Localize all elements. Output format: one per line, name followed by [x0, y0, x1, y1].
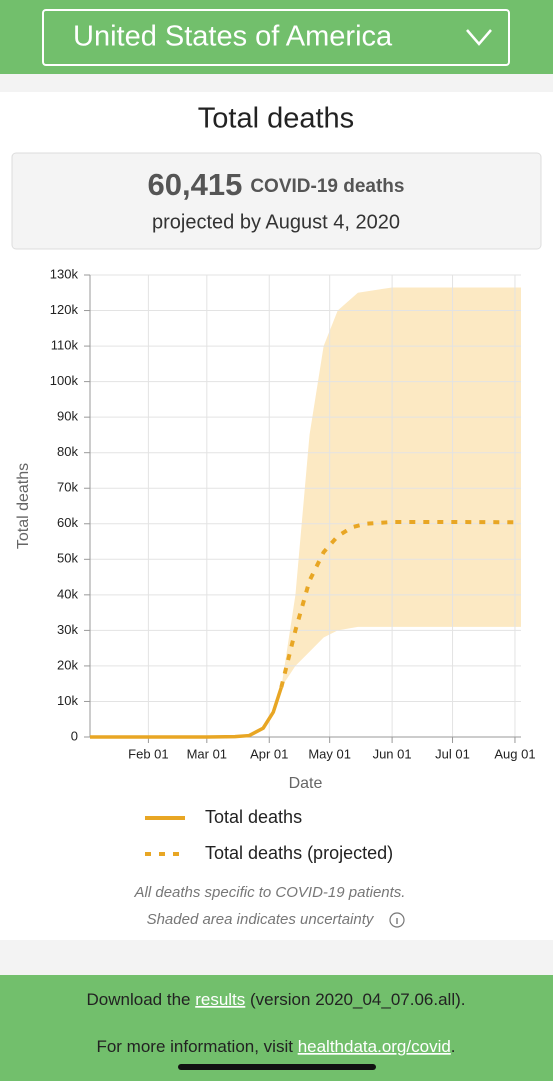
y-tick-label: 130k	[50, 266, 79, 281]
y-axis-label: Total deaths	[15, 463, 32, 549]
results-link[interactable]: results	[195, 990, 245, 1009]
x-axis-label: Date	[289, 775, 323, 792]
y-tick-label: 0	[71, 728, 78, 743]
x-tick-label: Mar 01	[187, 746, 227, 761]
summary-label: COVID-19 deaths	[250, 176, 404, 197]
y-tick-label: 100k	[50, 373, 79, 388]
y-tick-label: 110k	[51, 338, 79, 353]
country-select[interactable]	[42, 9, 510, 66]
legend-label: Total deaths (projected)	[205, 843, 393, 863]
x-tick-label: May 01	[308, 746, 351, 761]
y-tick-label: 30k	[57, 622, 78, 637]
note: All deaths specific to COVID-19 patients…	[134, 884, 406, 901]
x-tick-label: Jun 01	[373, 746, 412, 761]
x-tick-label: Feb 01	[128, 746, 168, 761]
summary-number: 60,415	[148, 167, 243, 202]
y-tick-label: 80k	[57, 444, 78, 459]
x-tick-label: Aug 01	[494, 746, 535, 761]
y-tick-label: 60k	[57, 515, 78, 530]
y-tick-label: 90k	[57, 409, 78, 424]
x-tick-label: Jul 01	[435, 746, 470, 761]
footer	[0, 975, 553, 1081]
y-tick-label: 70k	[57, 480, 78, 495]
x-tick-label: Apr 01	[250, 746, 288, 761]
series-line	[90, 686, 283, 739]
series-line	[279, 519, 522, 688]
top-bar	[0, 0, 553, 74]
chevron[interactable]	[466, 29, 492, 46]
info-link[interactable]: healthdata.org/covid	[298, 1037, 451, 1056]
footer-text: (version 2020_04_07.06.all).	[245, 990, 465, 1009]
note: Shaded area indicates uncertainty	[147, 911, 375, 928]
footer-text: .	[451, 1037, 456, 1056]
info-icon[interactable]	[389, 912, 405, 928]
footer-text: For more information, visit	[96, 1037, 297, 1056]
y-tick-label: 10k	[57, 693, 78, 708]
chart: 0 10k 20k 30k 40k 50k 60k 70k 80k 90k 100k 110k 120k…	[15, 266, 535, 792]
country-name[interactable]: United States of America	[73, 21, 393, 53]
section-title: Total deaths	[198, 103, 354, 135]
download-line: Download the results (version 2020_04_07…	[87, 990, 466, 1009]
y-tick-label: 40k	[57, 586, 78, 601]
summary-headline: 60,415 COVID-19 deaths	[148, 167, 405, 202]
home-indicator	[178, 1064, 376, 1070]
info-line: For more information, visit healthdata.o…	[96, 1037, 455, 1056]
y-tick-label: 50k	[57, 551, 78, 566]
legend-label: Total deaths	[205, 807, 302, 827]
summary-sub: projected by August 4, 2020	[152, 211, 400, 233]
footer-text: Download the	[87, 990, 196, 1009]
y-tick-label: 120k	[50, 302, 79, 317]
y-tick-label: 20k	[57, 657, 78, 672]
uncertainty-band	[281, 287, 521, 688]
summary-box	[11, 152, 542, 250]
